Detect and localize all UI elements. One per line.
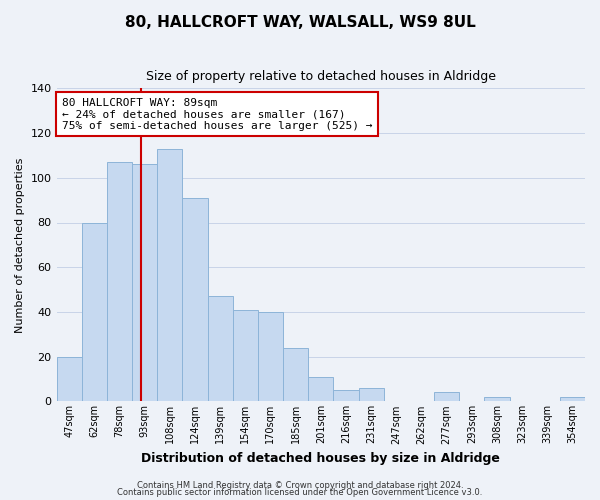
Bar xyxy=(208,296,233,402)
Bar xyxy=(107,162,132,402)
Text: Contains HM Land Registry data © Crown copyright and database right 2024.: Contains HM Land Registry data © Crown c… xyxy=(137,480,463,490)
Bar xyxy=(359,388,383,402)
Text: 80, HALLCROFT WAY, WALSALL, WS9 8UL: 80, HALLCROFT WAY, WALSALL, WS9 8UL xyxy=(125,15,475,30)
Bar xyxy=(484,397,509,402)
Y-axis label: Number of detached properties: Number of detached properties xyxy=(15,157,25,332)
Bar xyxy=(334,390,359,402)
Bar xyxy=(233,310,258,402)
Bar xyxy=(182,198,208,402)
Title: Size of property relative to detached houses in Aldridge: Size of property relative to detached ho… xyxy=(146,70,496,83)
Text: 80 HALLCROFT WAY: 89sqm
← 24% of detached houses are smaller (167)
75% of semi-d: 80 HALLCROFT WAY: 89sqm ← 24% of detache… xyxy=(62,98,373,131)
Bar xyxy=(258,312,283,402)
Bar xyxy=(283,348,308,402)
Bar xyxy=(132,164,157,402)
Bar xyxy=(157,148,182,402)
Bar xyxy=(82,222,107,402)
Bar xyxy=(308,377,334,402)
X-axis label: Distribution of detached houses by size in Aldridge: Distribution of detached houses by size … xyxy=(142,452,500,465)
Text: Contains public sector information licensed under the Open Government Licence v3: Contains public sector information licen… xyxy=(118,488,482,497)
Bar xyxy=(434,392,459,402)
Bar xyxy=(560,397,585,402)
Bar xyxy=(56,356,82,402)
